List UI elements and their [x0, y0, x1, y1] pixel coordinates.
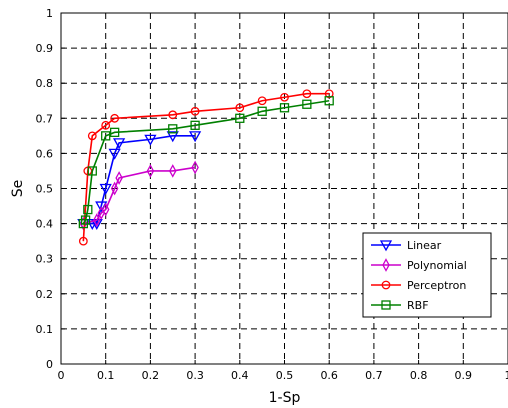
diamond-marker	[169, 164, 177, 178]
circle-marker	[324, 89, 334, 99]
diamond-marker	[191, 160, 199, 175]
square-marker	[302, 99, 312, 109]
y-tick-label: 1	[46, 7, 53, 20]
circle-marker	[101, 120, 111, 130]
legend-item: Polynomial	[371, 258, 467, 272]
x-tick-label: 1	[505, 369, 508, 382]
x-tick-label: 0.1	[97, 369, 115, 382]
square-marker	[83, 204, 93, 215]
series-polynomial	[79, 160, 199, 231]
triangle-marker	[113, 138, 126, 150]
legend-label: Perceptron	[407, 279, 466, 292]
triangle-marker	[99, 183, 112, 195]
y-tick-label: 0.7	[36, 112, 54, 125]
x-tick-label: 0.3	[186, 369, 204, 382]
diamond-marker	[93, 213, 101, 227]
square-marker	[168, 124, 178, 134]
square-marker	[87, 166, 97, 176]
series-layer	[77, 89, 334, 246]
triangle-marker	[108, 148, 121, 160]
diamond-marker	[110, 181, 119, 196]
x-axis-label: 1-Sp	[269, 390, 301, 406]
x-tick-label: 0.7	[365, 369, 383, 382]
legend-item: Linear	[371, 239, 442, 252]
legend: Linear Polynomial Perceptron RBF	[362, 232, 492, 318]
square-marker	[109, 127, 120, 137]
circle-marker	[381, 280, 391, 290]
series-line	[82, 92, 330, 242]
y-axis-label: Se	[10, 180, 26, 198]
square-marker	[80, 215, 91, 225]
square-marker	[235, 113, 245, 123]
legend-label: Polynomial	[407, 259, 467, 272]
x-tick-label: 0.9	[455, 369, 473, 382]
y-tick-label: 0.1	[36, 323, 54, 336]
square-marker	[381, 300, 391, 310]
circle-marker	[280, 92, 289, 102]
circle-marker	[110, 113, 120, 123]
circle-marker	[257, 96, 267, 106]
circle-marker	[190, 106, 200, 116]
y-tick-label: 0.5	[36, 183, 54, 196]
series-perceptron	[78, 89, 334, 246]
x-tick-label: 0.5	[276, 369, 294, 382]
x-tick-label: 0	[58, 369, 65, 382]
triangle-marker	[188, 131, 202, 143]
square-marker	[190, 120, 200, 130]
diamond-marker	[101, 202, 110, 217]
y-tick-label: 0.3	[36, 253, 54, 266]
square-marker	[279, 103, 290, 113]
x-tick-label: 0.6	[320, 369, 338, 382]
diamond-marker	[382, 258, 390, 272]
circle-marker	[168, 110, 178, 120]
circle-marker	[87, 131, 97, 141]
y-tick-label: 0.9	[36, 42, 54, 55]
legend-label: RBF	[407, 299, 429, 312]
triangle-marker	[379, 240, 393, 252]
y-tick-label: 0.6	[36, 147, 54, 160]
triangle-marker	[166, 131, 179, 143]
y-tick-label: 0.4	[36, 218, 54, 231]
square-marker	[257, 106, 267, 116]
legend-item: Perceptron	[371, 279, 466, 292]
tick-layer: 0 0.1 0.2 0.3 0.4 0.5 0.6 0.7 0.8 0.9 1 0 0.1 0.2 0.3 0…	[36, 7, 508, 382]
square-marker	[324, 96, 334, 106]
square-marker	[101, 131, 111, 141]
circle-marker	[302, 89, 312, 99]
legend-item: RBF	[371, 299, 429, 312]
triangle-marker	[144, 134, 157, 146]
circle-marker	[235, 103, 245, 113]
x-tick-label: 0.8	[410, 369, 428, 382]
y-tick-label: 0.2	[36, 288, 54, 301]
diamond-marker	[146, 164, 155, 178]
series-line	[82, 99, 330, 225]
x-tick-label: 0.2	[142, 369, 160, 382]
x-tick-label: 0.4	[231, 369, 249, 382]
y-tick-label: 0.8	[36, 77, 54, 90]
circle-marker	[78, 236, 88, 246]
legend-label: Linear	[407, 239, 442, 252]
diamond-marker	[115, 171, 123, 185]
series-rbf	[78, 96, 334, 229]
y-tick-label: 0	[46, 358, 53, 371]
